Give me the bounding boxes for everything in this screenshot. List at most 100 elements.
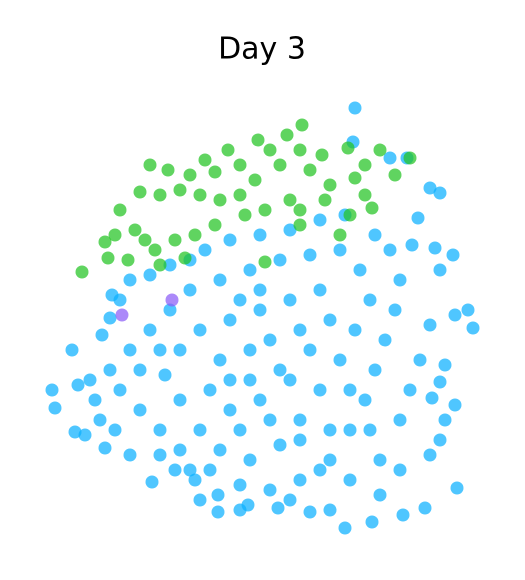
point [273,363,287,377]
point [198,153,212,167]
point [223,233,237,247]
point [193,188,207,202]
point [323,178,337,192]
point [163,303,177,317]
point [273,438,287,452]
point [283,373,297,387]
point [78,428,92,442]
point [193,323,207,337]
point [365,515,379,529]
point [448,308,462,322]
point [323,423,337,437]
point [123,448,137,462]
point [121,253,135,267]
point [168,233,182,247]
point [348,323,362,337]
point [138,233,152,247]
point [68,425,82,439]
point [93,413,107,427]
point [198,243,212,257]
point [133,403,147,417]
point [333,353,347,367]
point [403,151,417,165]
point [283,493,297,507]
point [233,503,247,517]
point [233,158,247,172]
point [143,268,157,282]
point [318,193,332,207]
point [405,238,419,252]
point [373,488,387,502]
point [113,203,127,217]
point [273,158,287,172]
point [466,321,480,335]
point [341,141,355,155]
point [133,363,147,377]
point [253,283,267,297]
point [323,503,337,517]
point [423,181,437,195]
point [283,193,297,207]
point [251,133,265,147]
point [280,128,294,142]
point [433,263,447,277]
point [273,253,287,267]
point [183,168,197,182]
point [88,393,102,407]
point [133,185,147,199]
point [433,433,447,447]
point [188,228,202,242]
point [403,383,417,397]
point [153,258,167,272]
point [113,383,127,397]
point [338,521,352,535]
point [253,303,267,317]
point [243,453,257,467]
point [313,463,327,477]
point [303,163,317,177]
point [348,101,362,115]
point [223,373,237,387]
point [153,188,167,202]
point [428,241,442,255]
point [243,343,257,357]
point [315,148,329,162]
point [450,481,464,495]
point [423,318,437,332]
point [253,228,267,242]
point [238,208,252,222]
point [373,143,387,157]
point [388,303,402,317]
point [105,288,119,302]
point [393,413,407,427]
point [203,383,217,397]
point [108,423,122,437]
point [165,293,179,307]
point [258,203,272,217]
point [143,323,157,337]
point [153,423,167,437]
point [263,483,277,497]
point [213,353,227,367]
point [423,448,437,462]
point [293,323,307,337]
point [418,501,432,515]
point [163,258,177,272]
point [208,218,222,232]
point [48,401,62,415]
point [65,343,79,357]
point [353,263,367,277]
point [158,368,172,382]
point [293,218,307,232]
point [188,473,202,487]
point [243,263,257,277]
point [368,228,382,242]
point [323,453,337,467]
point [358,188,372,202]
point [243,373,257,387]
point [173,393,187,407]
point [333,243,347,257]
point [183,463,197,477]
point [258,255,272,269]
point [383,151,397,165]
